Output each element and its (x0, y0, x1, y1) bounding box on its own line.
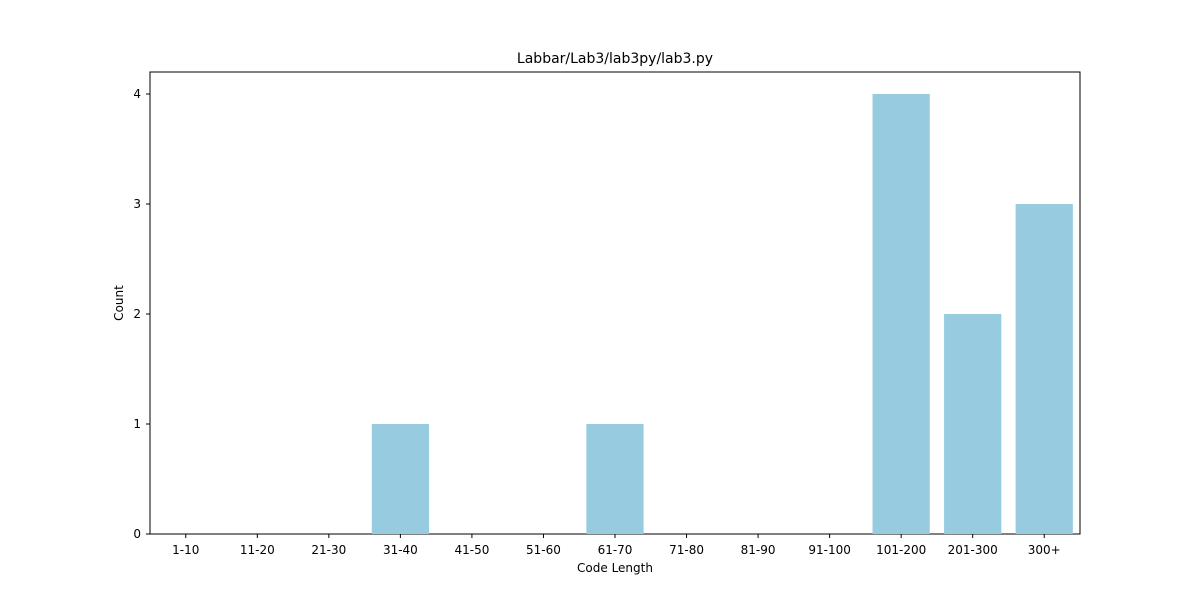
y-tick-label: 3 (133, 197, 141, 211)
x-tick-label: 101-200 (876, 543, 926, 557)
y-tick-label: 0 (133, 527, 141, 541)
x-tick-label: 201-300 (948, 543, 998, 557)
y-tick-label: 2 (133, 307, 141, 321)
x-axis: 1-10 11-20 21-30 31-40 41-50 51-60 61-70 71-80 8… (172, 534, 1061, 557)
bar-61-70 (586, 424, 643, 534)
x-tick-label: 31-40 (383, 543, 418, 557)
y-axis: 0 1 2 3 4 (133, 87, 150, 541)
bar-201-300 (944, 314, 1001, 534)
chart-title: Labbar/Lab3/lab3py/lab3.py (517, 51, 713, 67)
x-tick-label: 61-70 (598, 543, 633, 557)
x-tick-label: 300+ (1028, 543, 1061, 557)
x-tick-label: 81-90 (741, 543, 776, 557)
x-tick-label: 51-60 (526, 543, 561, 557)
bar-101-200 (873, 94, 930, 534)
x-tick-label: 91-100 (808, 543, 851, 557)
bar-31-40 (372, 424, 429, 534)
x-tick-label: 71-80 (669, 543, 704, 557)
x-tick-label: 11-20 (240, 543, 275, 557)
x-tick-label: 21-30 (311, 543, 346, 557)
x-tick-label: 41-50 (454, 543, 489, 557)
y-tick-label: 1 (133, 417, 141, 431)
x-tick-label: 1-10 (172, 543, 199, 557)
bar-300+ (1016, 204, 1073, 534)
y-tick-label: 4 (133, 87, 141, 101)
bars-group (372, 94, 1073, 534)
x-axis-label: Code Length (577, 561, 653, 575)
y-axis-label: Count (112, 285, 126, 321)
